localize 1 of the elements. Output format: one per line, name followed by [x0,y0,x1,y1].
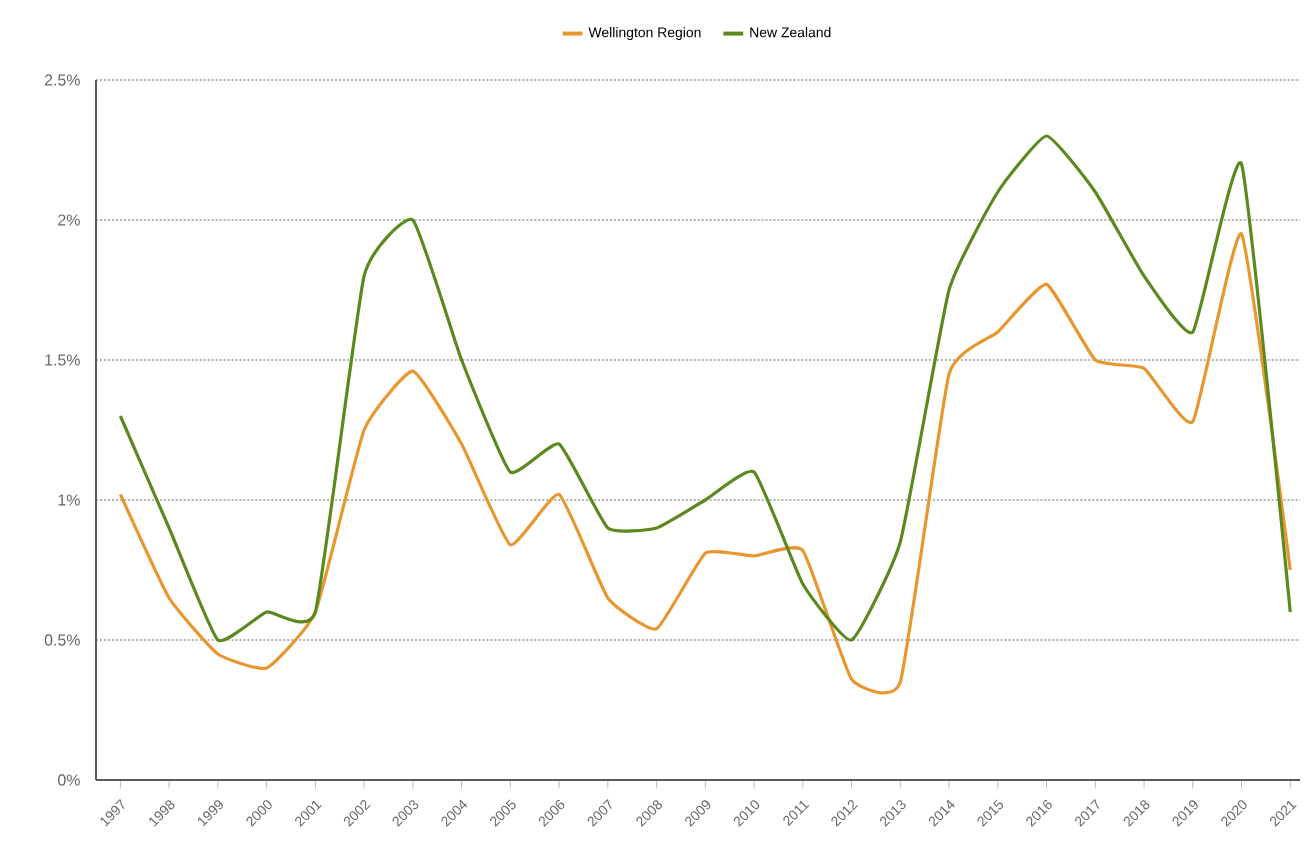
line-series [118,134,1292,642]
